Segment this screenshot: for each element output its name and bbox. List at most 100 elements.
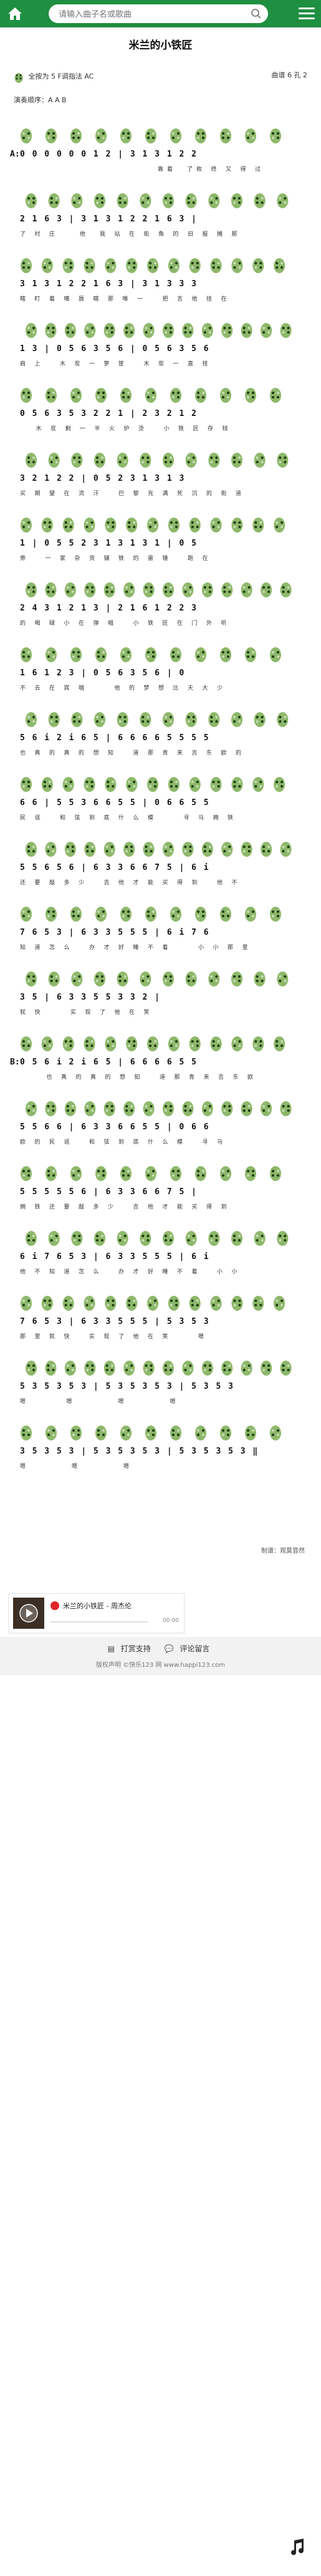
donate-link[interactable]: ▤ 打赏支持: [107, 1644, 151, 1653]
ocarina-fingering-icon: [105, 518, 117, 533]
score-row: 1 | 0 5 5 2 3 1 3 1 3 1 | 0 5 旁 一 家 杂 货 铺…: [10, 514, 312, 579]
ocarina-fingering-icon: [245, 1166, 256, 1181]
score-row: 2 1 6 3 | 3 1 3 1 2 2 1 6 3 | 了 村 庄 他 我 站…: [10, 190, 312, 254]
ocarina-fingering-icon: [163, 1231, 174, 1246]
ocarina-fingering-icon: [163, 972, 174, 987]
donate-label: 打赏支持: [120, 1644, 151, 1653]
ocarina-fingering-icon: [64, 842, 76, 857]
ocarina-fingering-icon: [71, 193, 83, 208]
ocarina-fingering-icon: [221, 1101, 233, 1116]
ocarina-fingering-icon: [64, 323, 76, 338]
ocarina-fingering-icon: [163, 712, 174, 727]
player-time: 00:00: [163, 1618, 179, 1624]
ocarina-fingering-icon: [48, 712, 60, 727]
ocarina-fingering-icon: [70, 907, 82, 922]
ocarina-fingering-icon: [21, 128, 32, 143]
ocarina-fingering-icon: [117, 972, 128, 987]
ocarina-fingering-icon: [126, 258, 138, 273]
ocarina-fingering-icon: [145, 647, 156, 662]
ocarina-fingering-icon: [103, 323, 115, 338]
ocarina-fingering-icon: [220, 907, 231, 922]
ocarina-fingering-icon: [245, 1425, 256, 1440]
ocarina-fingering-icon: [252, 258, 264, 273]
ocarina-fingering-icon: [94, 453, 105, 468]
ocarina-fingering-icon: [48, 1231, 60, 1246]
notation-line: 7 6 5 3 | 6 3 3 5 5 5 | 5 3 5 3: [20, 1317, 210, 1326]
ocarina-fingering-icon: [71, 453, 83, 468]
ocarina-fingering-icon: [46, 647, 57, 662]
search-bar[interactable]: [49, 4, 268, 24]
ocarina-fingering-icon: [208, 712, 220, 727]
ocarina-fingering-icon: [117, 453, 128, 468]
lyrics-line: 那 里 就 快 实 现 了 他 在 笑 嗯: [20, 1333, 208, 1339]
ocarina-fingering-icon: [163, 193, 174, 208]
ocarina-fingering-icon: [105, 777, 117, 792]
ocarina-fingering-icon: [195, 907, 206, 922]
ocarina-fingering-icon: [185, 712, 197, 727]
ocarina-fingering-icon: [21, 388, 32, 403]
ocarina-fingering-icon: [105, 1296, 117, 1311]
player-progress-bar[interactable]: [50, 1621, 148, 1623]
ocarina-fingering-icon: [70, 128, 82, 143]
lyrics-line: 瞎 盯 着 嘴 唇 瞎 那 唯 一 把 吉 他 挂 在: [20, 296, 231, 302]
score-row: 1 6 1 2 3 | 0 5 6 3 5 6 | 0 不 去 在 宾 唱 他 的…: [10, 644, 312, 708]
music-note-icon[interactable]: [287, 2537, 308, 2558]
lyrics-line: 了 村 庄 他 我 站 在 街 角 的 旧 报 摊 那: [20, 231, 241, 237]
ocarina-fingering-icon: [84, 842, 96, 857]
ocarina-fingering-icon: [103, 582, 115, 597]
ocarina-fingering-icon: [62, 1036, 74, 1051]
ocarina-fingering-icon: [45, 582, 57, 597]
score-row: 5 6 i 2 i 6 5 | 6 6 6 6 5 5 5 5 也 真 的 真 的…: [10, 708, 312, 773]
comment-link[interactable]: 💬 评论留言: [164, 1644, 210, 1653]
ocarina-fingering-icon: [241, 1361, 252, 1376]
ocarina-fingering-icon: [221, 323, 233, 338]
home-icon[interactable]: [6, 5, 24, 22]
ocarina-fingering-icon: [21, 1425, 32, 1440]
ocarina-fingering-icon: [41, 1296, 53, 1311]
notation-line: 5 5 5 5 5 6 | 6 3 3 6 6 7 5 |: [20, 1187, 198, 1197]
ocarina-fingering-icon: [182, 1361, 194, 1376]
ocarina-fingering-icon: [26, 453, 37, 468]
ocarina-fingering-icon: [270, 388, 281, 403]
ocarina-fingering-icon: [189, 1036, 201, 1051]
ocarina-fingering-icon: [41, 518, 53, 533]
comment-label: 评论留言: [180, 1644, 210, 1653]
score-row: B: 0 5 6 i 2 i 6 5 | 6 6 6 6 5 5 也 真 的 真 …: [10, 1033, 312, 1097]
score-row: 5 5 6 5 6 | 6 3 3 6 6 7 5 | 6 i 还 要 敲 多 少…: [10, 838, 312, 903]
fingering-diagrams: [21, 128, 281, 143]
ocarina-fingering-icon: [62, 777, 74, 792]
ocarina-fingering-icon: [70, 1425, 82, 1440]
search-icon[interactable]: [251, 8, 262, 19]
ocarina-fingering-icon: [195, 128, 206, 143]
ocarina-fingering-icon: [231, 1296, 243, 1311]
lyrics-line: 木 炭 剩 一 半 火 炉 烫 小 铁 匠 存 钱: [20, 425, 232, 432]
ocarina-fingering-icon: [261, 582, 272, 597]
ocarina-fingering-icon: [274, 258, 285, 273]
ocarina-fingering-icon: [145, 388, 156, 403]
ocarina-fingering-icon: [84, 1101, 96, 1116]
ocarina-fingering-icon: [26, 582, 37, 597]
ocarina-fingering-icon: [163, 1361, 174, 1376]
play-icon[interactable]: [13, 1598, 44, 1629]
ocarina-fingering-icon: [46, 907, 57, 922]
ocarina-fingering-icon: [245, 907, 256, 922]
ocarina-fingering-icon: [252, 777, 264, 792]
menu-icon[interactable]: [299, 7, 315, 20]
key-info-text: 全按为 5 F调指法 AC: [28, 72, 94, 80]
ocarina-fingering-icon: [195, 647, 206, 662]
ocarina-fingering-icon: [252, 1296, 264, 1311]
fingering-diagrams: [21, 777, 285, 792]
footer-copyright: 版权声明 ©快乐123 网 www.happi123.com: [96, 1662, 225, 1669]
fingering-diagrams: [21, 1036, 285, 1051]
ocarina-fingering-icon: [145, 1425, 156, 1440]
ocarina-fingering-icon: [168, 258, 180, 273]
ocarina-fingering-icon: [123, 323, 135, 338]
music-player[interactable]: 米兰的小铁匠 - 周杰伦 00:00: [9, 1593, 184, 1633]
ocarina-fingering-icon: [123, 842, 135, 857]
ocarina-fingering-icon: [208, 972, 220, 987]
lyrics-line: 民 谣 和 弦 到 底 什 么 模 寻 马 拥 铁: [20, 814, 237, 821]
ocarina-fingering-icon: [147, 1036, 159, 1051]
ocarina-fingering-icon: [270, 128, 281, 143]
search-input[interactable]: [57, 4, 247, 24]
ocarina-fingering-icon: [170, 647, 181, 662]
